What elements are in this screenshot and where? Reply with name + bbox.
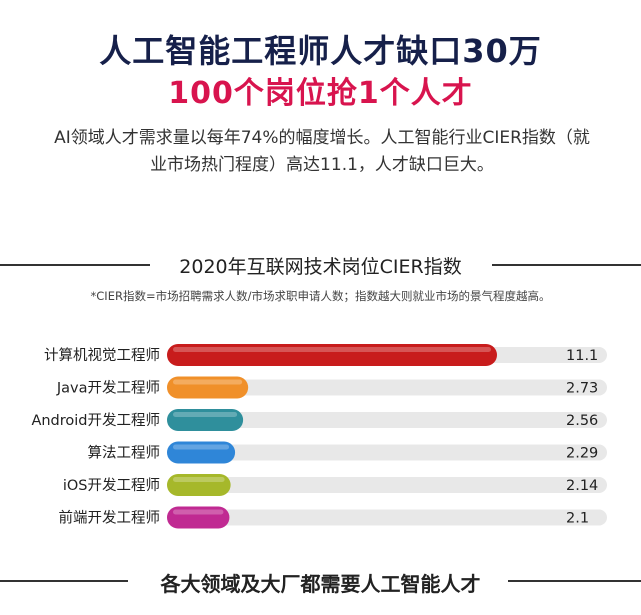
category-label: 计算机视觉工程师	[44, 347, 160, 364]
section2-divider-left	[0, 580, 128, 582]
chart-title: 2020年互联网技术岗位CIER指数	[167, 256, 474, 278]
cier-footnote: *CIER指数=市场招聘需求人数/市场求职申请人数；指数越大则就业市场的景气程度…	[90, 289, 551, 303]
category-label: Android开发工程师	[31, 412, 160, 429]
value-label: 11.1	[566, 348, 598, 364]
bar	[167, 474, 231, 496]
value-label: 2.29	[566, 446, 598, 462]
description-line-1: AI领域人才需求量以每年74%的幅度增长。人工智能行业CIER指数（就	[54, 128, 590, 148]
bar-highlight	[173, 347, 491, 352]
category-label: iOS开发工程师	[63, 477, 160, 494]
section1-divider-left	[0, 264, 150, 266]
description-line-2: 业市场热门程度）高达11.1，人才缺口巨大。	[150, 155, 494, 175]
cier-bar-chart: 计算机视觉工程师 11.1 Java开发工程师 2.73 Android开发工程师 2.5…	[31, 344, 607, 529]
value-label: 2.73	[566, 381, 598, 397]
section2-heading: 各大领域及大厂都需要人工智能人才	[0, 568, 641, 597]
bar	[167, 376, 249, 399]
bar	[167, 344, 497, 366]
section2-divider-right	[508, 580, 641, 582]
bar-highlight	[173, 509, 224, 515]
value-label: 2.1	[566, 511, 589, 527]
bar-highlight	[173, 379, 243, 385]
bar-track	[167, 444, 607, 461]
value-label: 2.56	[566, 413, 598, 429]
bar-track	[167, 477, 607, 493]
bar-highlight	[173, 412, 238, 417]
value-label: 2.14	[566, 478, 598, 494]
bar	[167, 441, 236, 464]
bar-track	[167, 412, 607, 428]
bar	[167, 409, 244, 431]
page-subtitle: 100个岗位抢1个人才	[168, 76, 473, 111]
section1-heading: 2020年互联网技术岗位CIER指数	[0, 252, 641, 279]
bar-highlight	[173, 444, 230, 450]
bar-track	[167, 379, 607, 396]
category-label: 前端开发工程师	[59, 510, 161, 527]
description: AI领域人才需求量以每年74%的幅度增长。人工智能行业CIER指数（就 业市场热…	[24, 125, 620, 179]
bar-track	[167, 509, 607, 526]
section2-title: 各大领域及大厂都需要人工智能人才	[148, 572, 493, 596]
category-label: 算法工程师	[88, 445, 161, 462]
page-title: 人工智能工程师人才缺口30万	[99, 32, 542, 70]
category-label: Java开发工程师	[56, 380, 160, 397]
bar	[167, 506, 230, 529]
section1-divider-right	[492, 264, 641, 266]
bar-highlight	[173, 477, 225, 482]
